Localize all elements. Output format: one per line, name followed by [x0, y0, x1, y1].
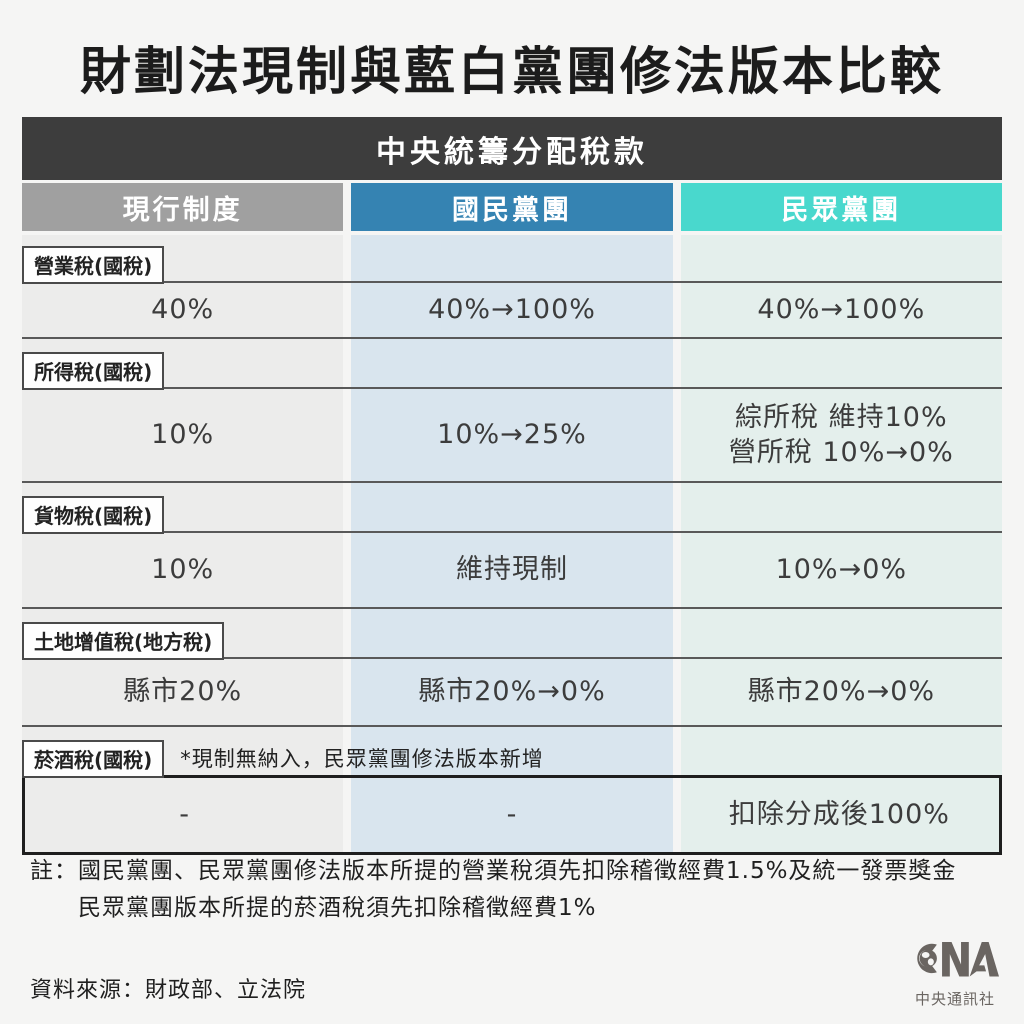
row-label-box: 菸酒稅(國稅) — [22, 740, 165, 778]
row-values: 縣市20% 縣市20%→0% 縣市20%→0% — [22, 657, 1002, 727]
table-body: 營業稅(國稅) 40% 40%→100% 40%→100% 所得稅(國稅) 10… — [22, 235, 1002, 855]
data-source-label: 資料來源：財政部、立法院 — [30, 978, 307, 1003]
table-header-band: 中央統籌分配稅款 — [22, 117, 1002, 180]
table-row-land-value-tax: 土地增值稅(地方稅) 縣市20% 縣市20%→0% 縣市20%→0% — [22, 622, 1002, 727]
table-row-tobacco-alcohol-tax: 菸酒稅(國稅) *現制無納入，民眾黨團修法版本新增 - - 扣除分成後100% — [22, 740, 1002, 855]
row-values: 10% 10%→25% 綜所稅 維持10% 營所稅 10%→0% — [22, 387, 1002, 483]
cell-kmt: 10%→25% — [437, 419, 587, 451]
footnotes: 註： 國民黨團、民眾黨團修法版本所提的營業稅須先扣除稽徵經費1.5%及統一發票獎… — [30, 853, 956, 927]
row-label-row: 營業稅(國稅) — [22, 246, 1002, 284]
row-label-box: 土地增值稅(地方稅) — [22, 622, 225, 660]
footnote-line: 國民黨團、民眾黨團修法版本所提的營業稅須先扣除稽徵經費1.5%及統一發票獎金 — [78, 858, 957, 884]
column-header-kmt: 國民黨團 — [351, 183, 673, 231]
row-label-row: 貨物稅(國稅) — [22, 496, 1002, 534]
cell-kmt: 40%→100% — [428, 294, 596, 326]
cell-current: 縣市20% — [123, 676, 243, 708]
row-asterisk-note: *現制無納入，民眾黨團修法版本新增 — [180, 747, 544, 771]
cell-kmt: - — [506, 799, 518, 831]
cna-logo: 中央通訊社 — [904, 936, 1006, 1009]
row-values: - - 扣除分成後100% — [22, 775, 1002, 855]
table-row-business-tax: 營業稅(國稅) 40% 40%→100% 40%→100% — [22, 246, 1002, 339]
cell-tpp: 綜所稅 維持10% 營所稅 10%→0% — [728, 401, 954, 468]
page-title: 財劃法現制與藍白黨團修法版本比較 — [79, 43, 944, 102]
cell-current: - — [179, 799, 191, 831]
row-label-row: 菸酒稅(國稅) *現制無納入，民眾黨團修法版本新增 — [22, 740, 1002, 778]
row-label-box: 貨物稅(國稅) — [22, 496, 165, 534]
cna-logo-caption: 中央通訊社 — [914, 990, 995, 1008]
footnote-prefix: 註： — [30, 858, 78, 884]
row-label-row: 土地增值稅(地方稅) — [22, 622, 1002, 660]
row-values: 40% 40%→100% 40%→100% — [22, 281, 1002, 339]
row-values: 10% 維持現制 10%→0% — [22, 531, 1002, 609]
table-row-income-tax: 所得稅(國稅) 10% 10%→25% 綜所稅 維持10% 營所稅 10%→0% — [22, 352, 1002, 483]
cell-tpp: 縣市20%→0% — [747, 676, 936, 708]
comparison-table: 中央統籌分配稅款 現行制度 國民黨團 民眾黨團 營業稅(國稅) 40% 40%→… — [22, 117, 1002, 869]
row-label-box: 營業稅(國稅) — [22, 246, 165, 284]
footnote-line: 民眾黨團版本所提的菸酒稅須先扣除稽徵經費1% — [78, 895, 597, 921]
cell-current: 10% — [151, 554, 215, 586]
cell-current: 40% — [151, 294, 215, 326]
cell-current: 10% — [151, 419, 215, 451]
cell-kmt: 縣市20%→0% — [418, 676, 606, 708]
cell-kmt: 維持現制 — [455, 554, 568, 586]
cna-logo-icon — [917, 942, 999, 977]
column-header-current: 現行制度 — [22, 183, 344, 231]
table-row-commodity-tax: 貨物稅(國稅) 10% 維持現制 10%→0% — [22, 496, 1002, 609]
cell-tpp: 10%→0% — [775, 554, 908, 586]
cell-tpp: 扣除分成後100% — [728, 799, 950, 831]
footnote-lines: 國民黨團、民眾黨團修法版本所提的營業稅須先扣除稽徵經費1.5%及統一發票獎金 民… — [78, 853, 956, 927]
cell-tpp: 40%→100% — [757, 294, 926, 326]
row-label-row: 所得稅(國稅) — [22, 352, 1002, 390]
column-header-row: 現行制度 國民黨團 民眾黨團 — [22, 183, 1002, 231]
column-header-tpp: 民眾黨團 — [680, 183, 1002, 231]
row-label-box: 所得稅(國稅) — [22, 352, 165, 390]
